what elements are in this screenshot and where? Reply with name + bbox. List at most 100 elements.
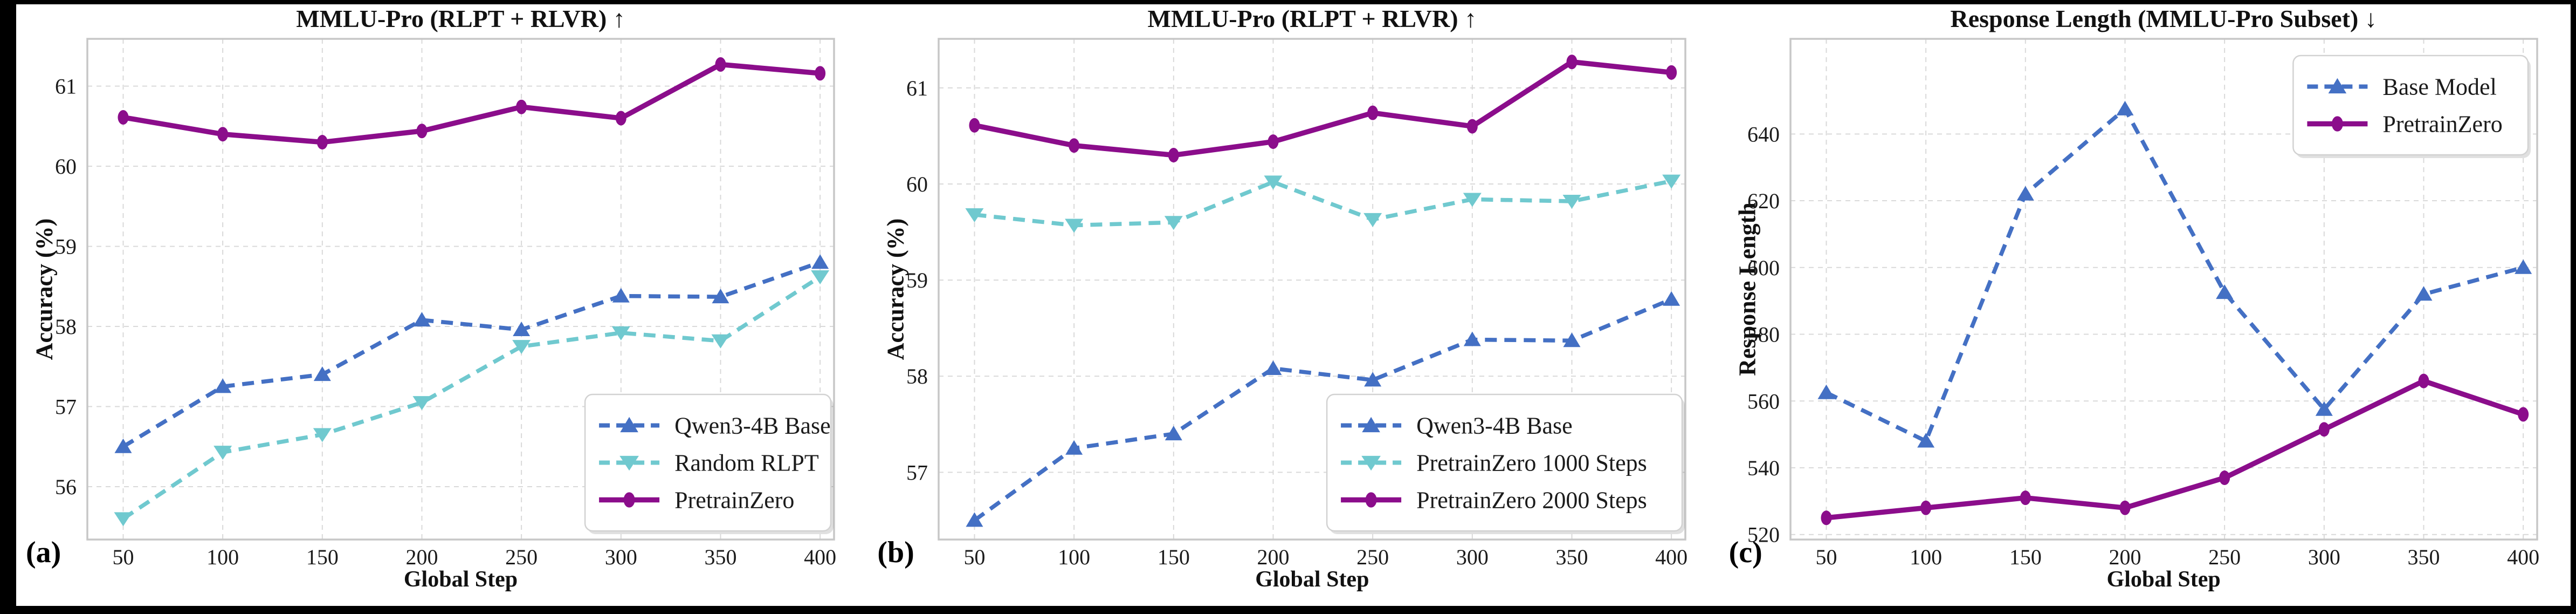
marker-ellipse — [516, 99, 527, 114]
chart-title: Response Length (MMLU-Pro Subset) ↓ — [1950, 5, 2377, 32]
y-tick-label: 60 — [906, 172, 928, 196]
axes-frame — [86, 38, 835, 541]
legend-box — [584, 393, 832, 532]
marker-ellipse — [1069, 138, 1080, 153]
x-tick-label: 50 — [112, 545, 134, 569]
x-tick-label: 400 — [804, 545, 836, 569]
chart-canvas-b: 57 58 59 60 61 50 100 150 200 250 300 350 400 Qwen3-4… — [906, 38, 1688, 569]
y-tick-label: 560 — [1747, 389, 1780, 413]
x-tick-label: 400 — [2507, 545, 2539, 569]
axes-frame — [1789, 38, 2538, 541]
marker-triangle-up — [1364, 372, 1382, 387]
legend-entry-qwen3-4b-base: Qwen3-4B Base — [599, 413, 831, 439]
legend-label: PretrainZero 1000 Steps — [1416, 450, 1647, 476]
legend-entry-qwen3-4b-base: Qwen3-4B Base — [1341, 413, 1573, 439]
chart-canvas-c: 520 540 560 580 600 620 640 50 100 150 200 250 300 35… — [1747, 38, 2539, 569]
x-tick-label: 150 — [306, 545, 339, 569]
marker-ellipse — [1367, 105, 1379, 120]
y-tick-label: 540 — [1747, 456, 1780, 480]
marker-ellipse — [416, 124, 428, 139]
panel-label: (a) — [26, 536, 61, 569]
y-tick-label: 520 — [1747, 523, 1780, 547]
marker-ellipse — [615, 111, 626, 126]
marker-triangle-up — [612, 288, 630, 303]
panel-b: 57 58 59 60 61 50 100 150 200 250 300 350 400 Qwen3-4… — [867, 4, 1719, 606]
series-line — [974, 59, 1672, 158]
marker-triangle-up — [1663, 291, 1680, 306]
marker-triangle-down — [1264, 175, 1283, 190]
legend: Base Model PretrainZero — [2292, 54, 2531, 158]
y-tick-label: 57 — [906, 460, 928, 485]
marker-triangle-up — [2016, 186, 2034, 201]
marker-ellipse — [715, 57, 726, 72]
series-line — [1826, 378, 2524, 521]
marker-triangle-up — [1563, 332, 1581, 347]
legend-entry-pretrainzero-2000-steps: PretrainZero 2000 Steps — [1341, 487, 1647, 514]
marker-ellipse — [1566, 54, 1578, 70]
series-line — [973, 297, 1672, 522]
marker-ellipse — [2517, 407, 2529, 422]
chart-title: MMLU-Pro (RLPT + RLVR) ↑ — [296, 5, 625, 32]
tick-labels: 56 57 58 59 60 61 50 100 150 200 250 300 350 400 — [55, 74, 836, 569]
marker-triangle-up — [712, 289, 729, 304]
marker-triangle-down — [1562, 195, 1581, 209]
marker-ellipse — [2020, 490, 2031, 506]
marker-triangle-down — [1165, 216, 1183, 230]
marker-triangle-up — [1165, 426, 1183, 441]
x-tick-label: 50 — [964, 545, 986, 569]
marker-ellipse — [2119, 500, 2131, 515]
panel-a: 56 57 58 59 60 61 50 100 150 200 250 300 350 400 Qwen3… — [16, 4, 867, 606]
legend-label: PretrainZero — [2382, 111, 2502, 138]
x-tick-label: 100 — [206, 545, 239, 569]
marker-triangle-down — [213, 446, 232, 460]
y-tick-label: 56 — [55, 475, 77, 499]
legend-entry-pretrainzero-1000-steps: PretrainZero 1000 Steps — [1341, 450, 1647, 476]
y-tick-label: 60 — [55, 154, 77, 179]
marker-triangle-down — [611, 326, 630, 340]
legend-entry-random-rlpt: Random RLPT — [599, 450, 819, 476]
y-tick-label: 57 — [55, 395, 77, 419]
series-pretrainzero — [118, 57, 826, 150]
x-tick-label: 100 — [1058, 545, 1090, 569]
series-line — [122, 275, 822, 521]
x-tick-label: 150 — [2009, 545, 2041, 569]
x-tick-label: 350 — [1556, 545, 1588, 569]
marker-triangle-up — [620, 417, 638, 433]
chart-title: MMLU-Pro (RLPT + RLVR) ↑ — [1147, 5, 1477, 32]
marker-ellipse — [1666, 65, 1677, 80]
chart-canvas-a: 56 57 58 59 60 61 50 100 150 200 250 300 350 400 Qwen3… — [55, 38, 836, 569]
y-tick-label: 61 — [906, 76, 928, 100]
marker-triangle-up — [214, 378, 232, 393]
series-line — [974, 179, 1672, 228]
x-tick-label: 300 — [605, 545, 637, 569]
y-tick-label: 59 — [906, 268, 928, 292]
y-tick-label: 58 — [55, 315, 77, 339]
marker-triangle-up — [1065, 440, 1083, 455]
y-tick-label: 620 — [1747, 189, 1780, 213]
series-line — [1825, 107, 2524, 444]
marker-triangle-up — [1464, 331, 1482, 346]
y-tick-label: 640 — [1747, 122, 1780, 146]
marker-triangle-up — [2415, 286, 2433, 301]
marker-triangle-up — [413, 312, 431, 327]
x-tick-label: 350 — [2407, 545, 2440, 569]
marker-ellipse — [1365, 492, 1377, 508]
marker-triangle-down — [1363, 213, 1382, 227]
marker-triangle-up — [1817, 384, 1835, 399]
panel-label: (b) — [877, 536, 914, 569]
x-tick-label: 200 — [405, 545, 438, 569]
marker-triangle-up — [2116, 100, 2134, 115]
panel-label: (c) — [1728, 536, 1762, 569]
axes-frame — [938, 38, 1687, 541]
y-axis-label: Accuracy (%) — [882, 218, 909, 360]
marker-triangle-down — [811, 270, 830, 284]
tick-labels: 520 540 560 580 600 620 640 50 100 150 200 250 300 35… — [1747, 122, 2539, 569]
x-tick-label: 300 — [1456, 545, 1489, 569]
marker-triangle-up — [1362, 417, 1381, 433]
marker-ellipse — [1821, 510, 1832, 526]
marker-triangle-up — [513, 321, 531, 336]
legend-entry-base-model: Base Model — [2307, 74, 2496, 100]
x-tick-label: 150 — [1158, 545, 1190, 569]
x-tick-label: 200 — [1257, 545, 1290, 569]
